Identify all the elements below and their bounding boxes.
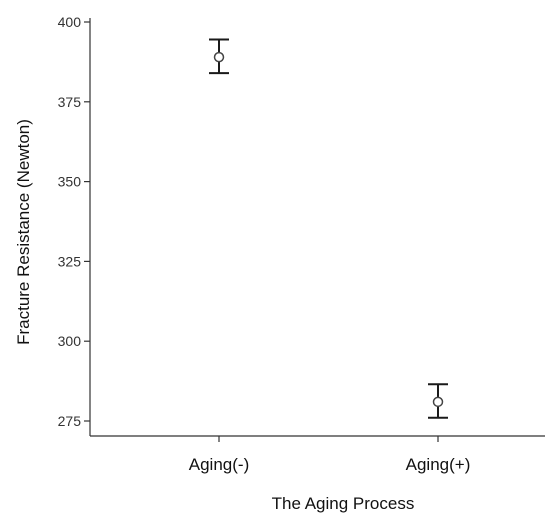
- data-marks: [209, 38, 448, 419]
- data-point-0: [213, 51, 225, 63]
- data-point-1: [432, 396, 444, 408]
- y-tick-label-375: 375: [58, 94, 82, 110]
- y-tick-label-275: 275: [58, 413, 82, 429]
- x-axis-ticks: Aging(-) Aging(+): [189, 436, 471, 474]
- y-axis-title: Fracture Resistance (Newton): [14, 119, 33, 345]
- y-tick-label-350: 350: [58, 174, 82, 190]
- x-axis-title: The Aging Process: [272, 494, 415, 513]
- y-axis-ticks: 275 300 325 350 375 400: [58, 14, 90, 429]
- x-tick-label-0: Aging(-): [189, 455, 249, 474]
- x-tick-label-1: Aging(+): [406, 455, 471, 474]
- y-tick-label-300: 300: [58, 333, 82, 349]
- y-tick-label-325: 325: [58, 253, 82, 269]
- y-tick-label-400: 400: [58, 14, 82, 30]
